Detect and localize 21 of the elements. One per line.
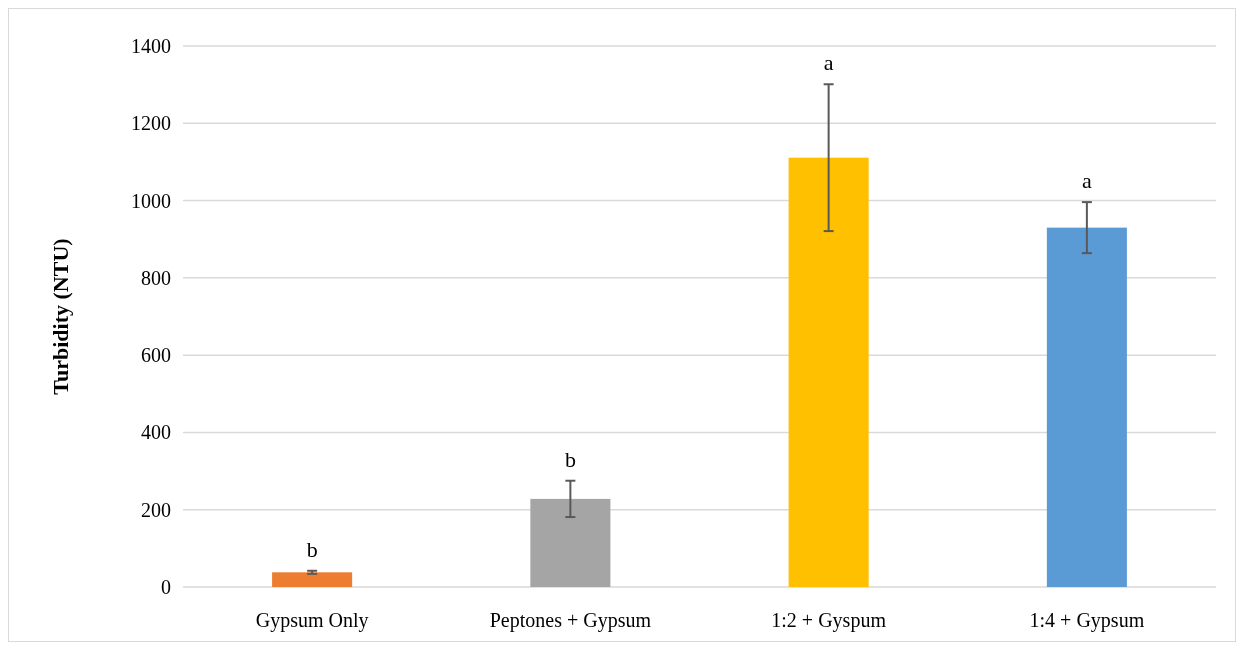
y-tick-label: 1400 bbox=[131, 35, 171, 57]
x-tick-label: 1:4 + Gypsum bbox=[1029, 609, 1145, 632]
y-tick-label: 800 bbox=[141, 266, 171, 289]
bar bbox=[1046, 227, 1127, 587]
y-tick-label: 400 bbox=[141, 421, 171, 444]
y-tick-label: 1000 bbox=[131, 189, 171, 212]
x-tick-label: Peptones + Gypsum bbox=[489, 609, 652, 632]
x-tick-label: 1:2 + Gyspum bbox=[771, 609, 887, 632]
y-tick-label: 200 bbox=[141, 498, 171, 521]
bar bbox=[788, 157, 869, 587]
annotation: a bbox=[823, 50, 834, 76]
bar bbox=[530, 498, 611, 587]
bar bbox=[272, 572, 353, 587]
y-axis-title: Turbidity (NTU) bbox=[48, 238, 73, 395]
y-tick-label: 1200 bbox=[131, 112, 171, 135]
y-tick-label: 0 bbox=[161, 576, 171, 598]
y-tick-label: 600 bbox=[141, 344, 171, 367]
annotation: b bbox=[564, 446, 576, 472]
annotation: b bbox=[306, 536, 318, 562]
annotation: a bbox=[1081, 168, 1092, 194]
x-tick-label: Gypsum Only bbox=[255, 609, 369, 632]
